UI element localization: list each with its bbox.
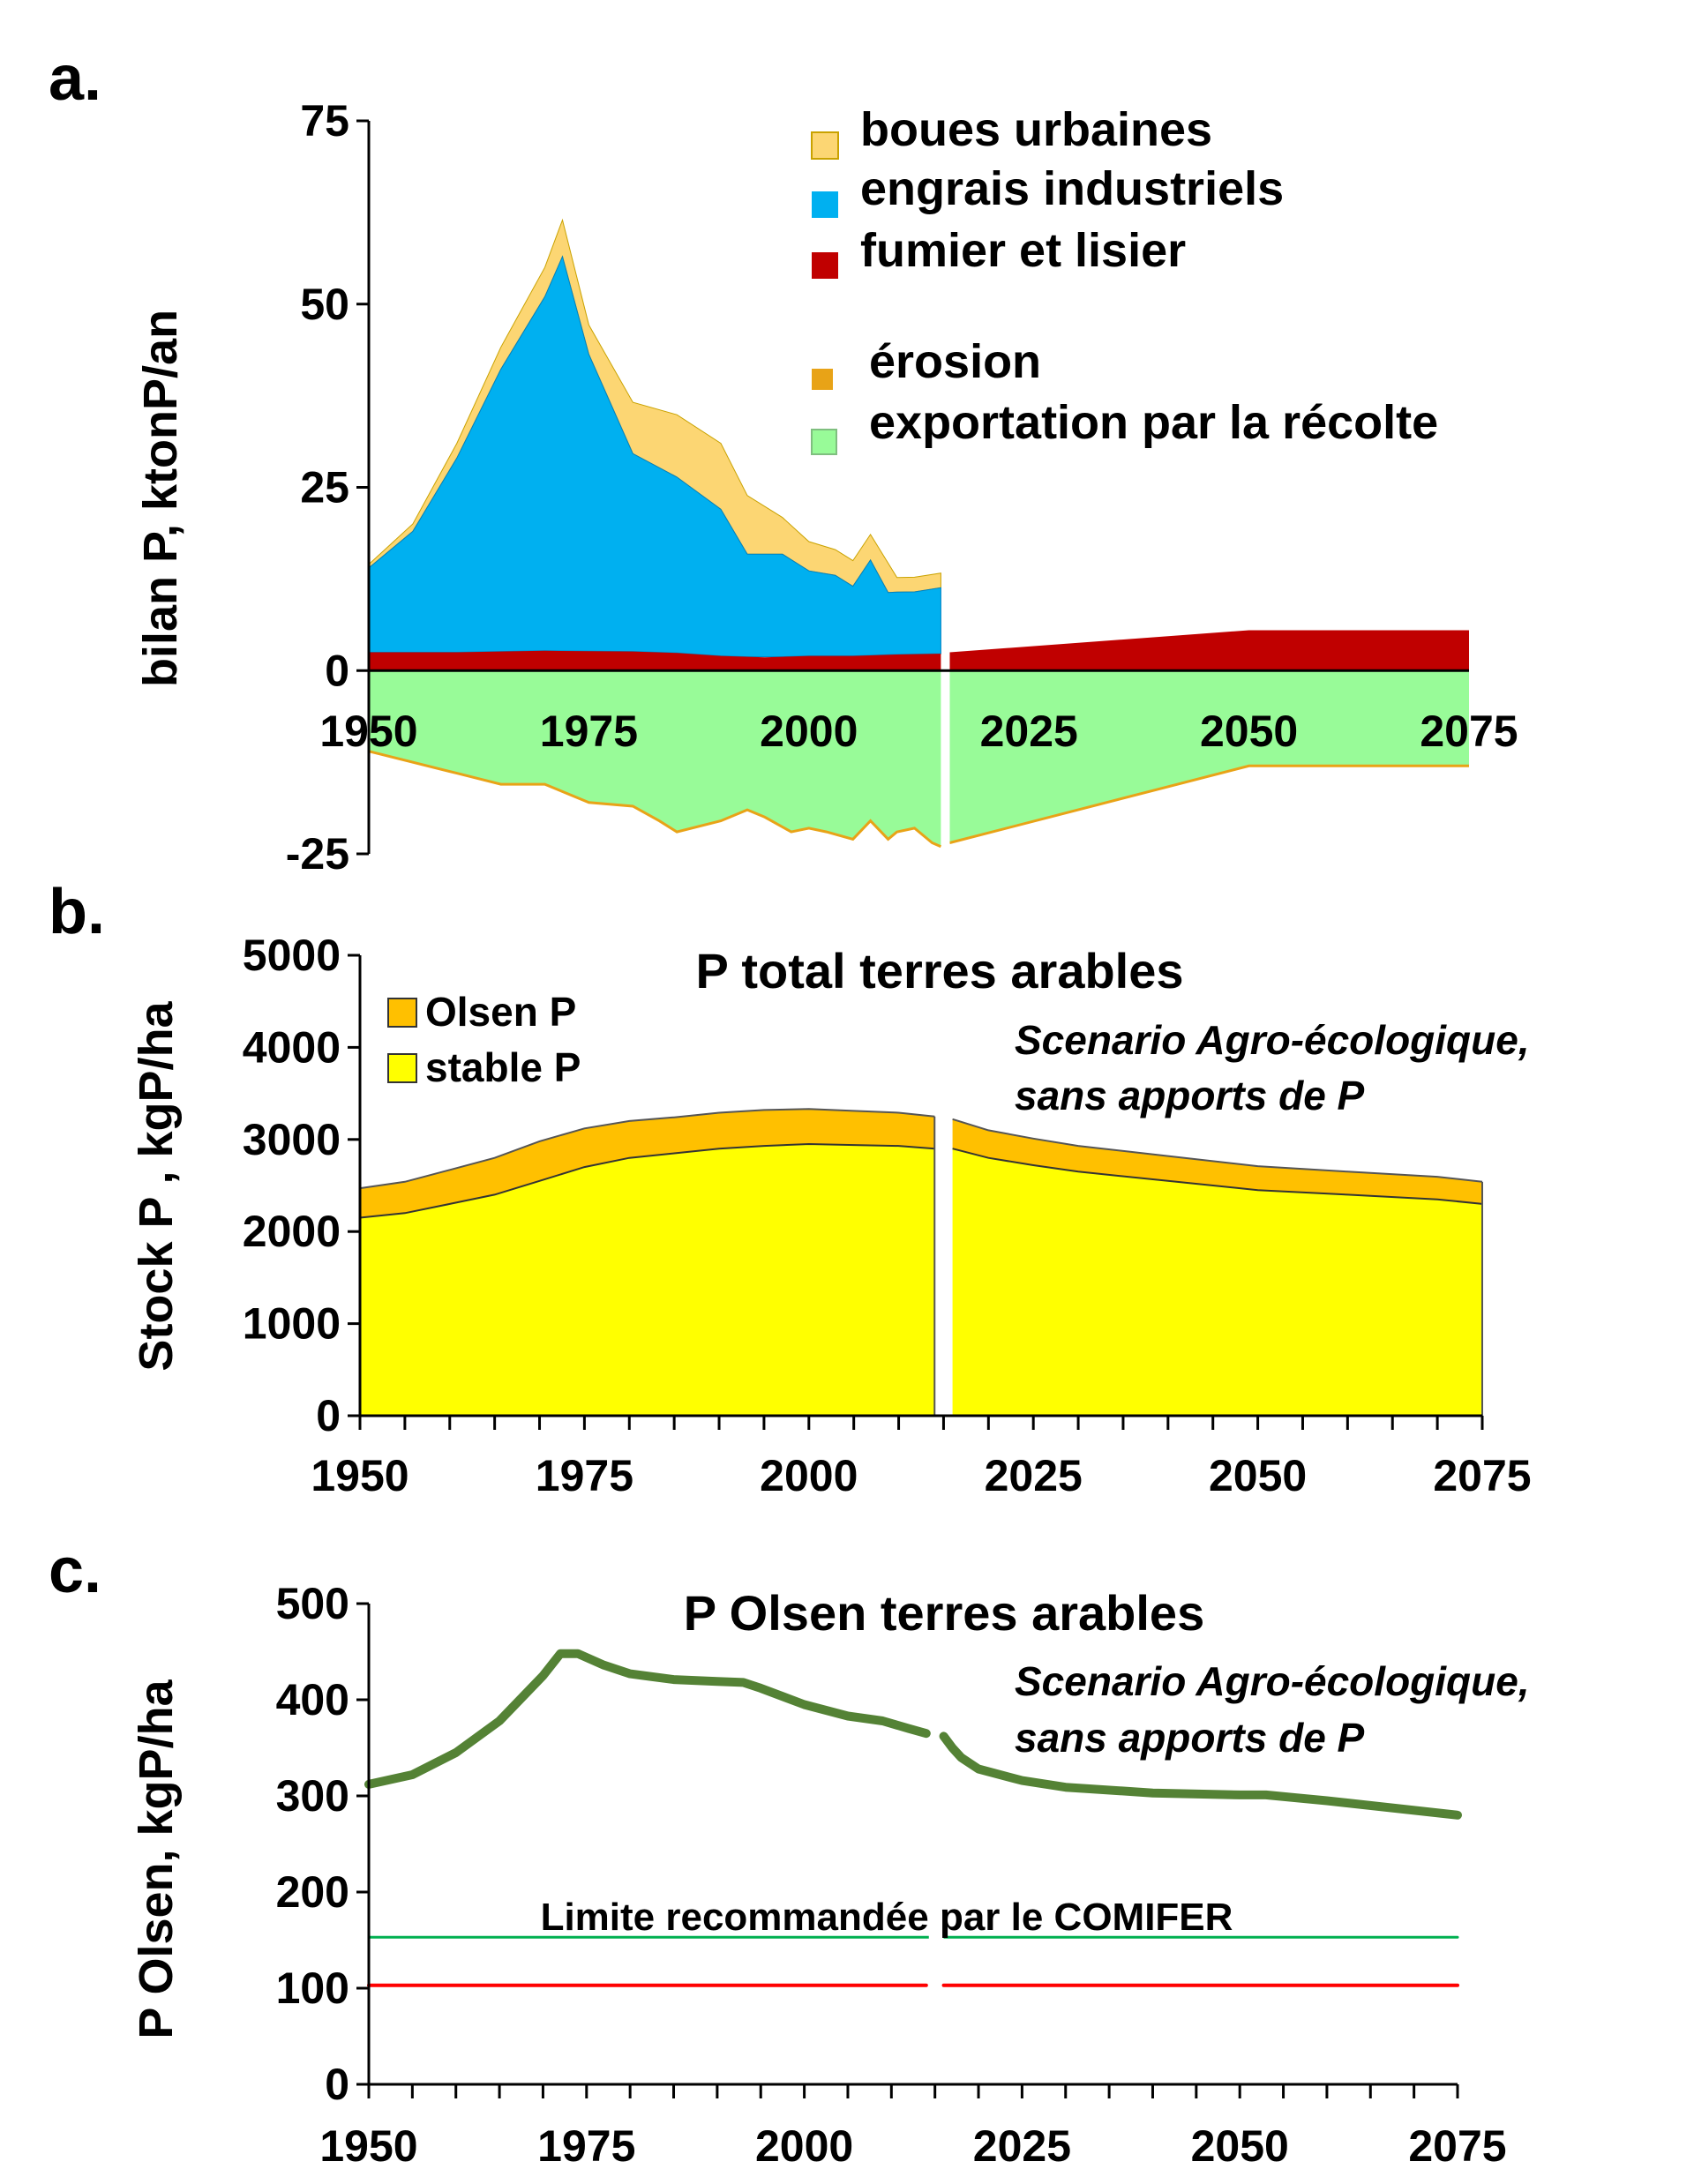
x-tick-label: 2025 xyxy=(985,1451,1083,1500)
y-axis-title: Stock P , kgP/ha xyxy=(130,1000,183,1371)
scenario-annotation: Scenario Agro-écologique, xyxy=(1015,1658,1530,1704)
y-tick-label: 3000 xyxy=(243,1115,341,1164)
line-olsen-top xyxy=(359,1108,935,1190)
legend-swatch xyxy=(811,429,837,455)
scenario-annotation: sans apports de P xyxy=(1015,1073,1365,1118)
x-tick-label: 2025 xyxy=(973,2121,1071,2171)
y-tick-label: 25 xyxy=(300,463,349,512)
x-tick-label: 2050 xyxy=(1191,2121,1289,2171)
panel-label: a. xyxy=(49,43,101,114)
chart-title: P Olsen terres arables xyxy=(684,1585,1204,1641)
y-tick-label: 0 xyxy=(325,646,349,695)
chart-title: P total terres arables xyxy=(695,943,1183,999)
y-tick-label: 5000 xyxy=(243,931,341,980)
legend-label: érosion xyxy=(869,335,1041,388)
x-tick-label: 2050 xyxy=(1200,707,1298,756)
x-tick-label: 2075 xyxy=(1420,707,1518,756)
y-axis-title: P Olsen, kgP/ha xyxy=(130,1679,183,2038)
scenario-annotation: Scenario Agro-écologique, xyxy=(1015,1017,1530,1063)
x-tick-label: 1975 xyxy=(537,2121,635,2171)
area-stable-p xyxy=(360,1144,935,1416)
legend-label: engrais industriels xyxy=(860,162,1284,215)
panel-c: 500 400 300 200 100 0 1950 1975 2000 2025 2050 2075… xyxy=(49,1536,1530,2171)
y-tick-label: 100 xyxy=(276,1963,349,2013)
legend-swatch xyxy=(811,131,839,160)
area-olsen-p xyxy=(360,1109,935,1218)
scenario-annotation: sans apports de P xyxy=(1015,1715,1365,1761)
line-erosion-scenario xyxy=(949,764,1469,844)
y-tick-label: 0 xyxy=(316,1391,341,1440)
panel-a: 75 50 25 0 -25 1950 1975 2000 2025 2050 2075 a. bila… xyxy=(49,43,1518,879)
x-tick-label: 2075 xyxy=(1408,2121,1506,2171)
legend-label: stable P xyxy=(425,1044,581,1090)
line-p-olsen xyxy=(364,1649,931,1789)
line-olsen-top-scenario xyxy=(952,1118,1483,1183)
line-p-olsen-scenario xyxy=(939,1731,1462,1820)
line-erosion xyxy=(368,750,941,849)
x-tick-label: 2050 xyxy=(1209,1451,1307,1500)
panel-b: 5000 4000 3000 2000 1000 0 1950 1975 2000 2025 205… xyxy=(49,877,1532,1500)
panel-label: c. xyxy=(49,1536,101,1606)
area-exportation-recolte xyxy=(369,670,941,847)
area-exportation-recolte-scenario xyxy=(949,670,1469,843)
x-tick-label: 2025 xyxy=(980,707,1078,756)
y-tick-label: 500 xyxy=(276,1579,349,1628)
x-tick-label: 1975 xyxy=(536,1451,633,1500)
period-gap xyxy=(942,121,950,856)
y-tick-label: 75 xyxy=(300,96,349,146)
x-tick-label: 1950 xyxy=(319,2121,417,2171)
line-stable-top-scenario xyxy=(952,1148,1483,1205)
y-tick-label: 2000 xyxy=(243,1207,341,1256)
x-tick-label: 1950 xyxy=(319,707,417,756)
legend-swatch xyxy=(387,1053,417,1083)
y-tick-label: 50 xyxy=(300,280,349,329)
y-tick-label: 300 xyxy=(276,1771,349,1821)
y-tick-label: 1000 xyxy=(243,1299,341,1349)
area-stable-p-scenario xyxy=(952,1148,1482,1416)
x-tick-label: 2075 xyxy=(1433,1451,1531,1500)
legend-swatch xyxy=(812,252,838,279)
y-axis-title: bilan P, ktonP/an xyxy=(134,310,187,687)
x-tick-label: 2000 xyxy=(755,2121,853,2171)
area-fumier-lisier xyxy=(369,650,941,671)
legend-label: boues urbaines xyxy=(860,103,1212,156)
x-tick-label: 1950 xyxy=(311,1451,409,1500)
hline-label: Limite recommandée par le COMIFER xyxy=(541,1896,1233,1939)
y-tick-label: -25 xyxy=(286,829,349,879)
x-tick-label: 1975 xyxy=(540,707,638,756)
panel-label: b. xyxy=(49,877,105,947)
area-olsen-p-scenario xyxy=(952,1118,1482,1204)
legend-label: Olsen P xyxy=(425,989,576,1035)
legend-label: fumier et lisier xyxy=(860,224,1186,277)
x-tick-label: 2000 xyxy=(760,707,858,756)
legend-swatch xyxy=(812,191,838,218)
area-fumier-lisier-scenario xyxy=(949,630,1469,671)
period-gap xyxy=(928,1930,944,1944)
legend-swatch xyxy=(812,369,833,390)
y-tick-label: 200 xyxy=(276,1867,349,1917)
legend-label: exportation par la récolte xyxy=(869,396,1438,449)
line-stable-top xyxy=(359,1142,935,1219)
x-tick-label: 2000 xyxy=(760,1451,858,1500)
y-tick-label: 4000 xyxy=(243,1022,341,1072)
y-tick-label: 400 xyxy=(276,1675,349,1724)
y-tick-label: 0 xyxy=(325,2060,349,2109)
legend-swatch xyxy=(387,998,417,1028)
